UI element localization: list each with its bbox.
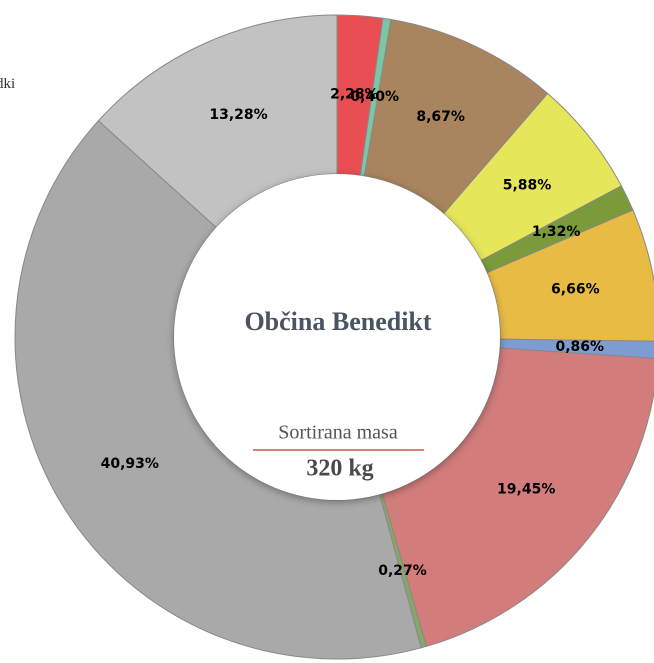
value-label: 0,40% xyxy=(350,89,399,105)
value-label: 1,32% xyxy=(532,224,581,240)
value-label: 19,45% xyxy=(497,481,555,497)
value-label: 40,93% xyxy=(101,456,159,472)
value-label: 6,66% xyxy=(551,282,600,298)
value-label: 0,86% xyxy=(556,339,605,355)
center-title: Občina Benedikt xyxy=(244,307,431,336)
donut-hole xyxy=(174,174,500,500)
legend-fragment: dki xyxy=(0,76,15,92)
value-label: 5,88% xyxy=(503,178,552,194)
center-subtitle: Sortirana masa xyxy=(278,422,398,444)
value-label: 13,28% xyxy=(209,107,267,123)
value-label: 0,27% xyxy=(378,563,427,579)
center-value: 320 kg xyxy=(306,456,373,482)
value-label: 2,28% xyxy=(330,87,379,103)
value-label: 8,67% xyxy=(416,109,465,125)
